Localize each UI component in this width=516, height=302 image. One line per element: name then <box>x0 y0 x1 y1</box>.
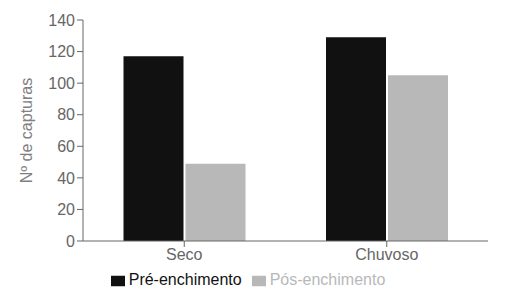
svg-text:20: 20 <box>57 201 75 218</box>
svg-text:Nº de capturas: Nº de capturas <box>18 78 35 183</box>
svg-text:80: 80 <box>57 106 75 123</box>
svg-text:100: 100 <box>48 75 75 92</box>
html-text:Pós-enchimento: Pós-enchimento <box>269 271 386 288</box>
html-text:Pré-enchimento: Pré-enchimento <box>128 271 242 288</box>
svg-text:0: 0 <box>66 233 75 250</box>
svg-text:40: 40 <box>57 170 75 187</box>
svg-text:Chuvoso: Chuvoso <box>355 246 418 263</box>
svg-text:Seco: Seco <box>166 246 203 263</box>
svg-text:60: 60 <box>57 138 75 155</box>
svg-text:140: 140 <box>48 12 75 29</box>
svg-text:120: 120 <box>48 43 75 60</box>
